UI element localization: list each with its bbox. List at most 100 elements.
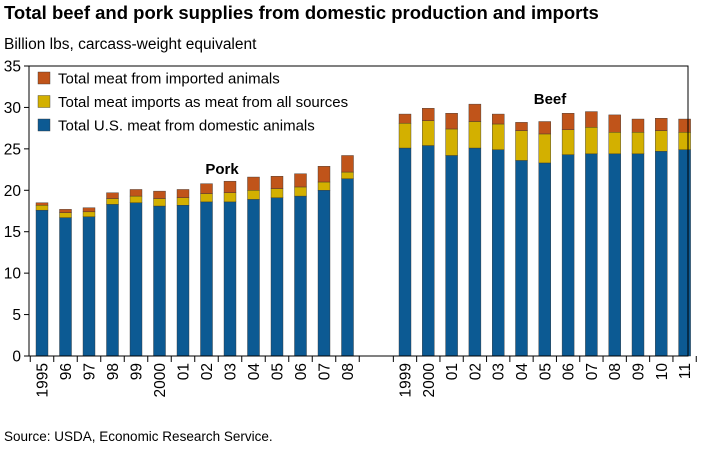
- bar-beef-imports_all: [631, 132, 645, 155]
- bar-beef-domestic: [631, 153, 645, 357]
- x-tick-label: 07: [584, 363, 601, 380]
- bar-pork-domestic: [223, 201, 237, 357]
- bar-pork-imported_animals: [153, 190, 166, 199]
- bar-beef-imported_animals: [655, 117, 668, 131]
- bar-beef-imports_all: [585, 127, 598, 155]
- x-tick-label: 08: [340, 363, 357, 380]
- bar-pork-imports_all: [153, 198, 166, 207]
- bar-pork-domestic: [106, 204, 119, 357]
- bar-pork-domestic: [35, 209, 49, 357]
- bar-pork-imported_animals: [59, 209, 72, 213]
- x-tick-label: 02: [199, 363, 216, 380]
- x-tick-label: 03: [491, 363, 508, 380]
- bar-beef-domestic: [515, 160, 528, 357]
- bars-layer: [35, 103, 691, 357]
- x-tick-label: 2000: [421, 363, 438, 398]
- chart-title: Total beef and pork supplies from domest…: [4, 2, 599, 23]
- bar-pork-imported_animals: [317, 166, 331, 183]
- bar-pork-domestic: [270, 197, 284, 357]
- source-note: Source: USDA, Economic Research Service.: [4, 429, 273, 444]
- bar-pork-imports_all: [176, 197, 190, 206]
- legend: Total meat from imported animals Total me…: [37, 71, 348, 135]
- bar-pork-imported_animals: [106, 192, 119, 199]
- bar-pork-imports_all: [270, 188, 284, 198]
- x-tick-label: 11: [677, 363, 694, 379]
- labels-layer: 1995 96 97 98 99 2000 01 02 03 04 05 06 07 08 Pork 1999…: [35, 91, 695, 397]
- x-tick-label: 99: [129, 363, 146, 380]
- x-tick-label: 1999: [398, 363, 415, 397]
- bar-beef-imports_all: [678, 132, 691, 150]
- bar-pork-imports_all: [341, 171, 354, 179]
- bar-beef-domestic: [608, 153, 621, 357]
- y-tick-label: 10: [4, 266, 22, 283]
- legend-label-domestic: Total U.S. meat from domestic animals: [58, 118, 315, 135]
- x-tick-label: 08: [607, 363, 624, 380]
- bar-pork-domestic: [294, 195, 307, 357]
- bar-pork-imported_animals: [200, 183, 213, 194]
- y-tick-label: 25: [4, 141, 21, 158]
- y-tick-label: 30: [4, 100, 22, 117]
- x-tick-label: 01: [444, 363, 461, 380]
- x-tick-label: 98: [105, 363, 122, 380]
- bar-pork-imported_animals: [176, 189, 190, 198]
- bar-beef-imported_animals: [515, 122, 528, 131]
- y-tick-label: 20: [4, 183, 22, 200]
- bar-pork-imports_all: [200, 193, 213, 203]
- bar-beef-domestic: [561, 154, 575, 357]
- bar-pork-imports_all: [247, 190, 260, 200]
- bar-beef-imported_animals: [585, 111, 598, 128]
- x-tick-label: 97: [82, 363, 99, 380]
- axes-layer: 0 5 10 15 20 25 30 35: [4, 59, 697, 366]
- y-tick-label: 0: [12, 349, 21, 366]
- bar-beef-imported_animals: [445, 113, 458, 130]
- bar-pork-domestic: [82, 216, 96, 357]
- bar-pork-imports_all: [82, 211, 96, 217]
- bar-pork-imported_animals: [247, 176, 260, 191]
- x-tick-label: 96: [58, 363, 75, 380]
- bar-beef-imported_animals: [561, 113, 575, 130]
- legend-label-imported_animals: Total meat from imported animals: [58, 71, 280, 88]
- bar-beef-imports_all: [422, 120, 435, 146]
- bar-beef-imports_all: [468, 121, 482, 149]
- bar-pork-domestic: [247, 199, 260, 357]
- bar-beef-imports_all: [492, 123, 505, 150]
- y-tick-label: 35: [4, 59, 21, 76]
- bar-pork-domestic: [341, 178, 354, 357]
- x-tick-label: 07: [317, 363, 334, 380]
- group-label-beef: Beef: [534, 91, 568, 108]
- bar-beef-domestic: [655, 151, 668, 357]
- bar-pork-domestic: [59, 217, 72, 357]
- bar-pork-imports_all: [106, 198, 119, 205]
- x-tick-label: 06: [561, 363, 578, 380]
- x-tick-label: 1995: [35, 363, 52, 397]
- bar-beef-domestic: [445, 155, 458, 357]
- bar-beef-domestic: [422, 145, 435, 357]
- bar-pork-imported_animals: [35, 202, 49, 206]
- y-tick-label: 15: [4, 224, 21, 241]
- bar-beef-imported_animals: [398, 113, 412, 124]
- bar-pork-imported_animals: [223, 180, 237, 193]
- bar-pork-imported_animals: [82, 207, 96, 213]
- x-tick-label: 06: [293, 363, 310, 380]
- bar-beef-imported_animals: [631, 118, 645, 133]
- group-label-pork: Pork: [205, 161, 239, 178]
- bar-pork-domestic: [176, 204, 190, 357]
- legend-label-imports_all: Total meat imports as meat from all sour…: [58, 94, 348, 111]
- bar-beef-imported_animals: [678, 118, 691, 133]
- y-tick-label: 5: [12, 307, 21, 324]
- bar-beef-imported_animals: [538, 121, 551, 135]
- bar-pork-domestic: [129, 202, 143, 357]
- bar-beef-imports_all: [445, 128, 458, 156]
- x-tick-label: 02: [467, 363, 484, 380]
- bar-pork-imported_animals: [341, 155, 354, 173]
- bar-beef-imported_animals: [422, 108, 435, 121]
- bar-beef-domestic: [468, 147, 482, 357]
- bar-beef-domestic: [398, 147, 412, 357]
- bar-pork-imports_all: [317, 181, 331, 191]
- bar-pork-imports_all: [294, 186, 307, 197]
- bar-pork-domestic: [317, 190, 331, 357]
- bar-beef-domestic: [585, 153, 598, 357]
- x-tick-label: 10: [654, 363, 671, 381]
- x-tick-label: 04: [514, 363, 531, 381]
